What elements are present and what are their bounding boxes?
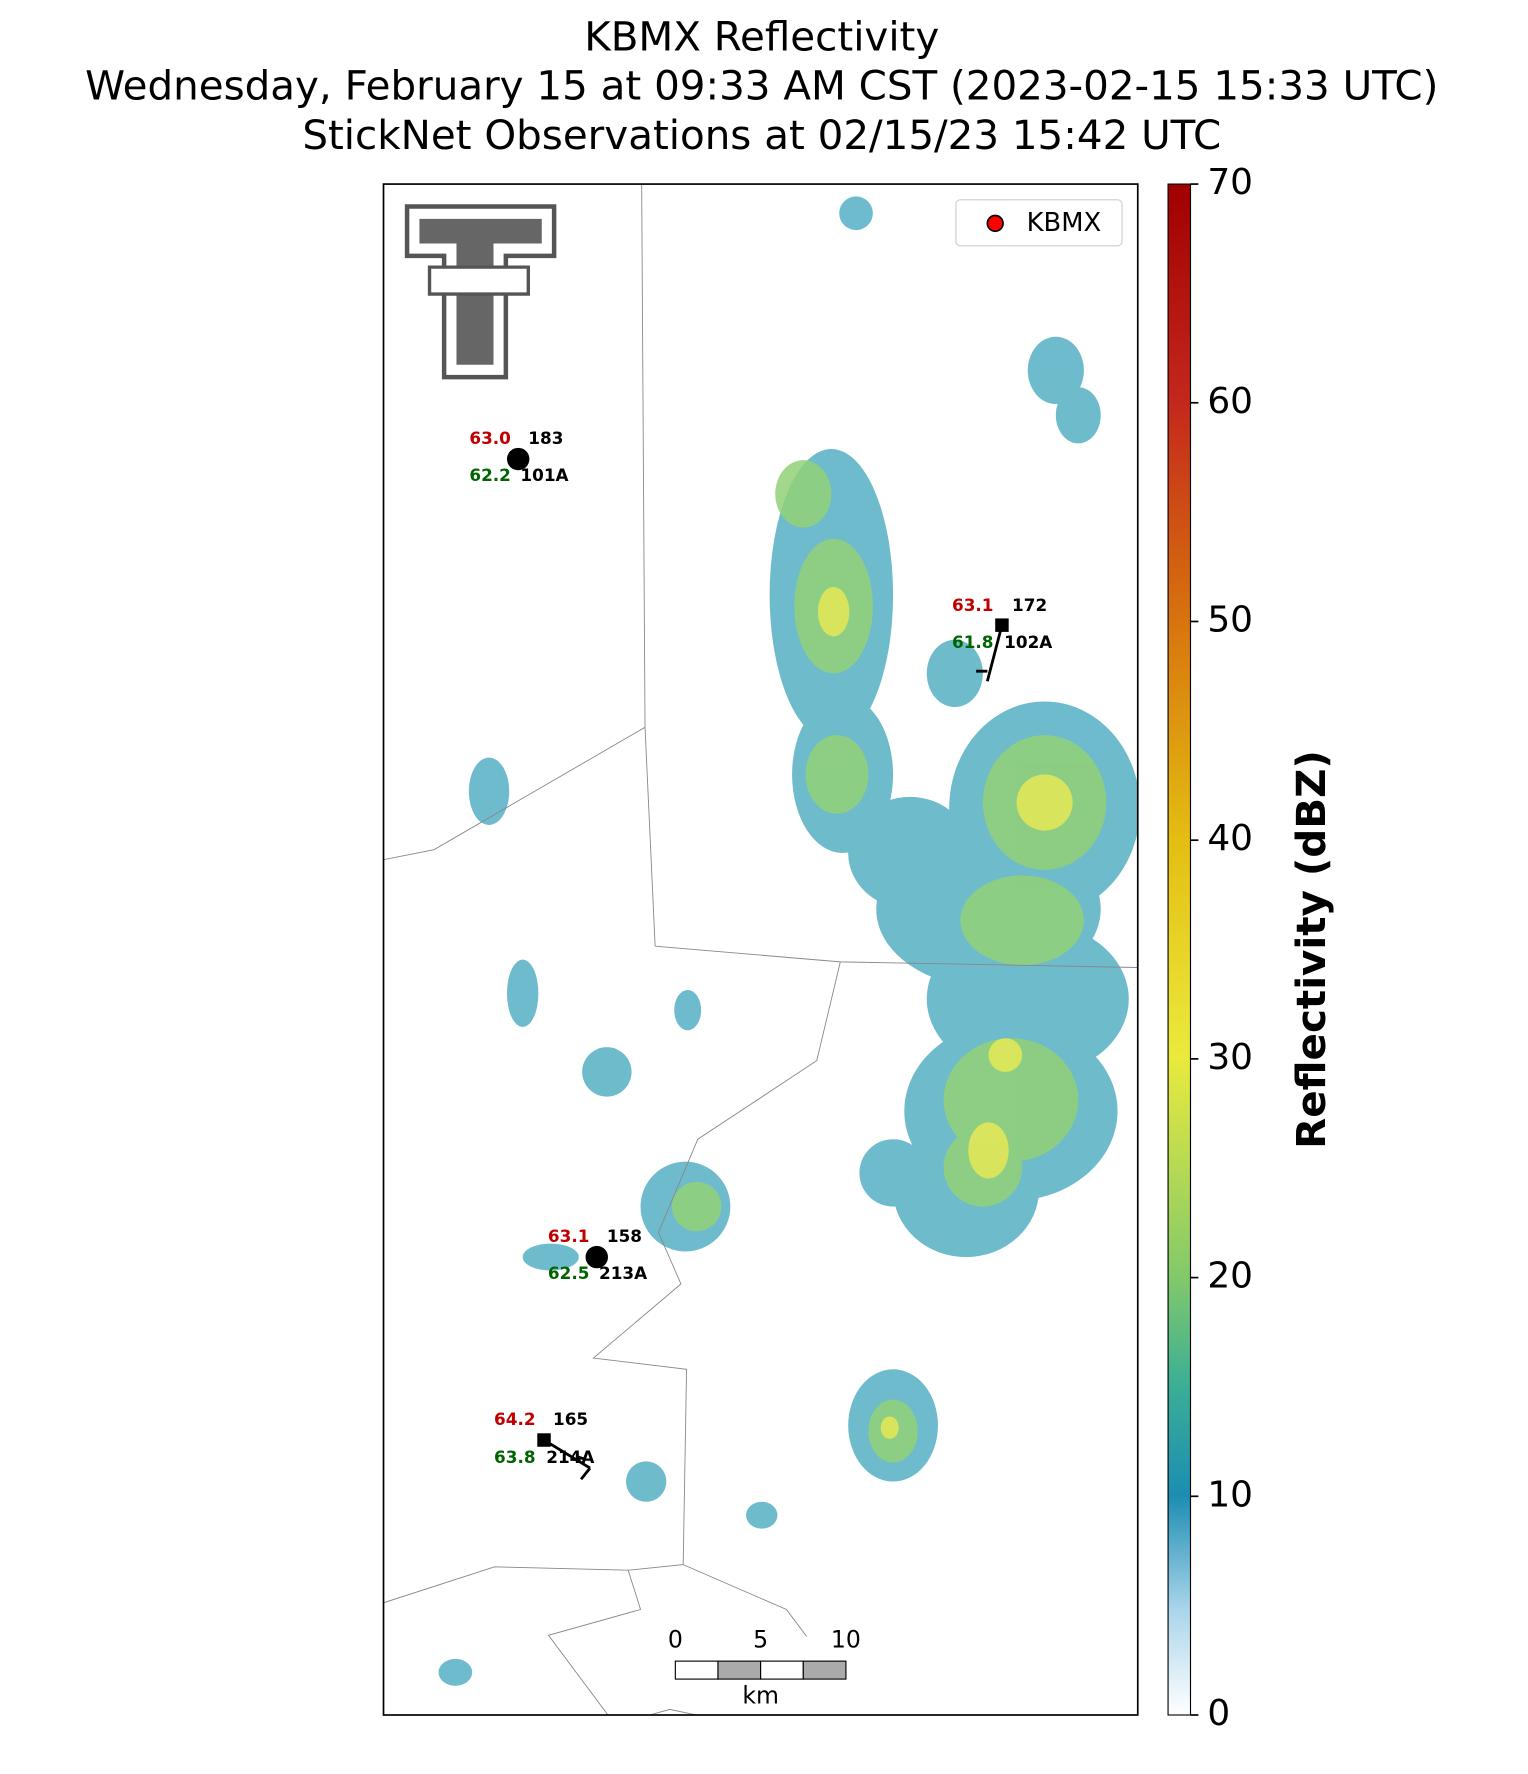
wind-direction: 183 <box>528 428 563 448</box>
wind-direction: 158 <box>607 1226 642 1246</box>
wind-direction: 172 <box>1012 595 1047 615</box>
scale-tick-label: 10 <box>831 1625 861 1653</box>
temperature: 64.2 <box>494 1409 536 1429</box>
station-marker <box>506 447 530 471</box>
dewpoint: 62.5 <box>548 1263 590 1283</box>
station-id: 213A <box>599 1263 647 1283</box>
colorbar-tick-label: 30 <box>1207 1037 1253 1078</box>
colorbar-tick-label: 20 <box>1207 1256 1253 1297</box>
temperature: 63.1 <box>548 1226 590 1246</box>
legend-label: KBMX <box>1027 208 1102 238</box>
scale-tick-label: 5 <box>753 1625 768 1653</box>
legend: KBMX <box>955 199 1123 247</box>
colorbar-tick-label: 60 <box>1207 381 1253 422</box>
legend-marker <box>986 214 1004 233</box>
station-id: 102A <box>1004 632 1052 652</box>
county-lines <box>383 184 1138 1716</box>
subtitle: Wednesday, February 15 at 09:33 AM CST (… <box>85 62 1438 110</box>
station-id: 214A <box>546 1447 594 1467</box>
stations: 63.0 183 62.2 101A 63.1 172 61.8 102A 63… <box>469 428 1052 1481</box>
colorbar-tick-label: 50 <box>1207 599 1253 640</box>
dewpoint: 61.8 <box>952 632 994 652</box>
temperature: 63.0 <box>469 428 511 448</box>
scale-tick-label: 0 <box>668 1625 683 1653</box>
colorbar-tick-label: 70 <box>1207 162 1253 203</box>
subtitle: StickNet Observations at 02/15/23 15:42 … <box>302 111 1221 159</box>
colorbar-scale <box>1167 183 1192 1716</box>
scale-unit: km <box>742 1682 779 1710</box>
colorbar-label: Reflectivity (dBZ) <box>1287 750 1335 1149</box>
dewpoint: 63.8 <box>494 1447 536 1467</box>
colorbar: Reflectivity (dBZ) 0 10 20 30 40 50 60 70 <box>1167 162 1335 1734</box>
radar-echoes <box>438 196 1138 1686</box>
map <box>383 184 1138 1716</box>
station-marker <box>585 1245 608 1269</box>
colorbar-tick-label: 0 <box>1207 1693 1230 1734</box>
wind-barb <box>976 624 1004 682</box>
scale-bar: km 0 5 10 <box>668 1625 861 1709</box>
map-frame <box>382 183 1139 1716</box>
logo <box>404 204 557 380</box>
legend-box <box>955 199 1123 247</box>
temperature: 63.1 <box>952 595 994 615</box>
colorbar-tick-label: 10 <box>1207 1474 1253 1515</box>
station-id: 101A <box>520 465 568 485</box>
title: KBMX Reflectivity <box>584 12 939 60</box>
wind-direction: 165 <box>553 1409 588 1429</box>
wind-barb <box>543 1438 592 1481</box>
colorbar-tick-label: 40 <box>1207 818 1253 859</box>
dewpoint: 62.2 <box>469 465 511 485</box>
